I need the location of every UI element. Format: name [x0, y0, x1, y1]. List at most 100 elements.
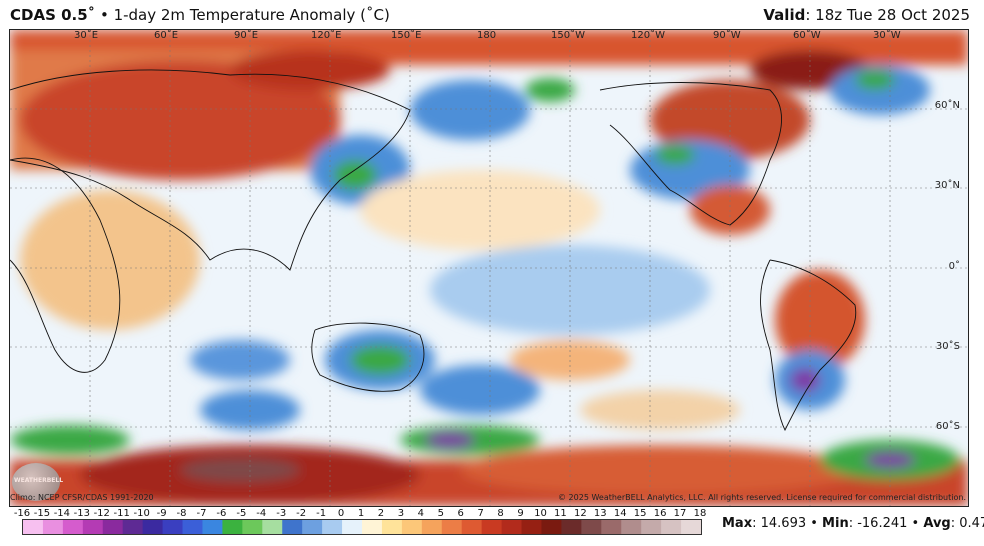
colorbar-tick-label: -7: [196, 508, 207, 519]
lon-label: 150˚W: [551, 30, 585, 41]
colorbar-swatch: [481, 520, 503, 534]
graticule: [10, 30, 968, 506]
colorbar-swatch: [182, 520, 203, 534]
colorbar-swatch: [362, 520, 383, 534]
colorbar-tick-label: -8: [176, 508, 187, 519]
colorbar-tick-label: -11: [113, 508, 130, 519]
colorbar-tick-label: -1: [316, 508, 327, 519]
colorbar-tick-label: 14: [613, 508, 627, 519]
colorbar-tick-label: -2: [296, 508, 307, 519]
colorbar-tick-label: 10: [534, 508, 547, 519]
min-label: Min: [822, 516, 849, 531]
colorbar-swatch: [42, 520, 64, 534]
product-name: CDAS 0.5˚: [10, 6, 96, 24]
colorbar-swatch: [202, 520, 223, 534]
colorbar-swatch: [461, 520, 483, 534]
colorbar-swatch: [302, 520, 323, 534]
colorbar-swatch: [222, 520, 243, 534]
lat-label: 30˚N: [934, 180, 960, 191]
colorbar-swatch: [381, 520, 403, 534]
colorbar-tick-label: 2: [377, 508, 385, 519]
colorbar: [22, 519, 702, 535]
lat-label: 60˚N: [934, 100, 960, 111]
title-separator: •: [95, 6, 114, 24]
colorbar-swatch: [541, 520, 562, 534]
lon-label: 60˚E: [154, 30, 179, 41]
colorbar-tick-label: 7: [477, 508, 484, 519]
colorbar-swatch: [322, 520, 343, 534]
colorbar-tick-label: 4: [417, 508, 424, 519]
colorbar-swatch: [62, 520, 84, 534]
colorbar-tick-label: 15: [633, 508, 647, 519]
colorbar-tick-label: 16: [653, 508, 667, 519]
max-label: Max: [722, 516, 753, 531]
colorbar-swatch: [501, 520, 523, 534]
colorbar-tick-label: -12: [93, 508, 110, 519]
colorbar-tick-label: -6: [216, 508, 227, 519]
colorbar-tick-label: -15: [33, 508, 51, 519]
lon-label: 30˚E: [74, 30, 99, 41]
lon-label: 150˚E: [391, 30, 422, 41]
lat-label: 60˚S: [935, 421, 960, 432]
valid-time: Valid: 18z Tue 28 Oct 2025: [763, 6, 970, 24]
colorbar-swatch: [23, 520, 44, 534]
colorbar-tick-label: 17: [673, 508, 687, 519]
colorbar-swatch: [82, 520, 104, 534]
lon-label: 120˚E: [311, 30, 342, 41]
colorbar-swatch: [421, 520, 443, 534]
field-stats: Max: 14.693 • Min: -16.241 • Avg: 0.474: [722, 516, 984, 531]
lon-label: 90˚W: [713, 30, 741, 41]
colorbar-swatch: [242, 520, 263, 534]
logo-text: WEATHERBELL: [14, 477, 64, 484]
colorbar-labels: -16 -15 -14 -13 -12 -11 -10 -9 -8 -7 -6 -5 -4 -3 -2 -1 0…: [14, 508, 707, 520]
variable-title: 1-day 2m Temperature Anomaly (˚C): [113, 6, 390, 24]
colorbar-swatch: [621, 520, 642, 534]
valid-label: Valid: [763, 6, 806, 24]
colorbar-tick-label: -10: [133, 508, 150, 519]
max-value: : 14.693: [752, 516, 807, 531]
colorbar-tick-label: 8: [497, 508, 504, 519]
colorbar-tick-label: 3: [397, 508, 405, 519]
colorbar-swatch: [162, 520, 184, 534]
colorbar-swatch: [342, 520, 363, 534]
avg-label: Avg: [923, 516, 951, 531]
colorbar-swatch: [441, 520, 463, 534]
colorbar-tick-label: 5: [437, 508, 444, 519]
colorbar-tick-label: -16: [13, 508, 31, 519]
colorbar-swatch: [561, 520, 582, 534]
colorbar-swatch: [681, 520, 701, 534]
lon-label: 30˚W: [873, 30, 901, 41]
colorbar-tick-label: -9: [156, 508, 167, 519]
lat-label: 30˚S: [935, 341, 960, 352]
stats-sep: •: [907, 516, 924, 531]
lat-label: 0˚: [948, 261, 960, 272]
colorbar-swatch: [122, 520, 144, 534]
colorbar-swatch: [102, 520, 124, 534]
colorbar-tick-label: 12: [573, 508, 587, 519]
colorbar-swatch: [401, 520, 423, 534]
coastlines: [10, 69, 857, 432]
colorbar-swatch: [262, 520, 283, 534]
avg-value: : 0.474: [950, 516, 984, 531]
lon-label: 60˚W: [793, 30, 821, 41]
colorbar-tick-label: 6: [457, 508, 464, 519]
colorbar-tick-label: -3: [276, 508, 287, 519]
stats-sep: •: [806, 516, 823, 531]
colorbar-swatch: [581, 520, 602, 534]
colorbar-tick-label: -5: [236, 508, 247, 519]
map-title: CDAS 0.5˚ • 1-day 2m Temperature Anomaly…: [10, 6, 390, 24]
copyright-note: © 2025 WeatherBELL Analytics, LLC. All r…: [558, 493, 966, 502]
colorbar-tick-label: 1: [357, 508, 365, 519]
lon-label: 90˚E: [234, 30, 259, 41]
colorbar-swatch: [521, 520, 542, 534]
colorbar-tick-label: 0: [337, 508, 345, 519]
anomaly-map: [9, 29, 969, 507]
colorbar-swatch: [641, 520, 662, 534]
colorbar-swatch: [661, 520, 682, 534]
climo-note: Climo: NCEP CFSR/CDAS 1991-2020: [10, 493, 154, 502]
colorbar-tick-label: -13: [73, 508, 90, 519]
colorbar-tick-label: 9: [517, 508, 524, 519]
colorbar-tick-label: 18: [693, 508, 707, 519]
min-value: : -16.241: [848, 516, 908, 531]
lon-label: 180: [477, 30, 497, 41]
